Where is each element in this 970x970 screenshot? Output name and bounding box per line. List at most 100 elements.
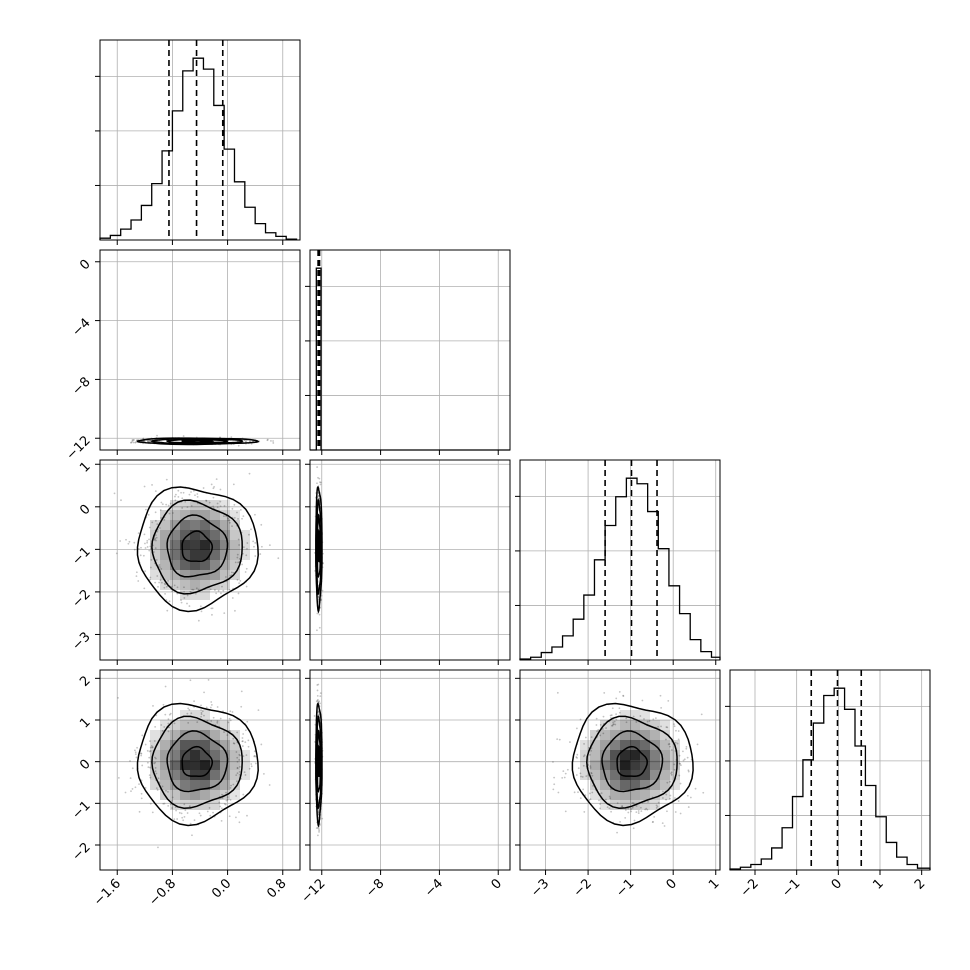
density-cell: [640, 740, 650, 750]
sample-point: [133, 438, 135, 441]
sample-point: [656, 805, 659, 808]
sample-point: [151, 746, 154, 749]
sample-point: [632, 827, 635, 830]
sample-point: [247, 745, 250, 748]
sample-point: [141, 734, 144, 737]
sample-point: [151, 484, 153, 486]
x-tick-label: −1: [779, 876, 803, 900]
sample-point: [318, 714, 320, 716]
density-cell: [190, 720, 200, 730]
density-cell: [240, 530, 250, 540]
density-cell: [580, 760, 590, 770]
density-cell: [160, 570, 170, 580]
sample-point: [666, 810, 668, 813]
sample-point: [190, 491, 192, 493]
sample-point: [140, 546, 142, 549]
sample-point: [577, 791, 579, 794]
sample-point: [113, 492, 116, 495]
contour-line: [136, 437, 260, 446]
sample-point: [257, 709, 260, 712]
sample-point: [219, 717, 222, 720]
sample-point: [154, 770, 157, 773]
sample-point: [590, 772, 593, 775]
density-cell: [640, 800, 650, 810]
sample-point: [216, 721, 219, 724]
density-cell: [200, 750, 210, 760]
y-tick-label: −3: [69, 630, 93, 654]
density-cell: [210, 800, 220, 810]
sample-point: [665, 793, 668, 796]
density-cell: [580, 750, 590, 760]
sample-point: [231, 711, 234, 713]
sample-point: [197, 619, 200, 622]
density-cell: [210, 530, 220, 540]
panel-frame: [309, 669, 511, 871]
density-cell: [170, 550, 180, 560]
y-tick-label: 1: [77, 459, 93, 475]
sample-point: [148, 549, 151, 552]
sample-point: [666, 781, 669, 784]
sample-point: [241, 563, 244, 566]
x-tick-label: 2: [912, 876, 928, 892]
sample-point: [183, 803, 186, 806]
sample-point: [632, 802, 635, 805]
sample-point: [134, 786, 137, 789]
sample-point: [186, 594, 189, 597]
sample-point: [155, 536, 158, 539]
sample-point: [183, 597, 186, 599]
density-cell: [200, 740, 210, 750]
sample-point: [199, 814, 202, 817]
sample-point: [670, 773, 673, 776]
sample-point: [608, 795, 611, 798]
density-cell: [160, 530, 170, 540]
x-tick-label: −1: [613, 876, 637, 900]
sample-point: [247, 739, 250, 742]
density-cell: [600, 790, 610, 800]
density-cell: [230, 780, 240, 790]
sample-point: [232, 483, 235, 486]
sample-point: [318, 713, 321, 716]
sample-point: [167, 504, 170, 507]
density-cell: [230, 760, 240, 770]
sample-point: [210, 701, 213, 703]
sample-point: [319, 702, 321, 705]
sample-point: [154, 519, 157, 522]
sample-point: [124, 791, 127, 794]
sample-point: [216, 506, 219, 509]
sample-point: [149, 746, 152, 749]
sample-point: [248, 767, 251, 770]
sample-point: [181, 507, 184, 509]
density-cell: [170, 790, 180, 800]
sample-point: [653, 816, 656, 818]
density-cell: [180, 720, 190, 730]
sample-point: [161, 785, 164, 788]
sample-point: [147, 766, 150, 769]
sample-point: [136, 746, 138, 749]
sample-point: [231, 507, 234, 510]
contour-line: [150, 437, 244, 445]
density-cell: [170, 580, 180, 590]
sample-point: [637, 810, 640, 812]
sample-point: [254, 762, 257, 765]
density-cell: [220, 500, 230, 510]
sample-point: [154, 767, 157, 769]
histogram-panel-1: [305, 249, 511, 455]
x-tick-label: −8: [363, 876, 387, 900]
sample-point: [599, 803, 601, 805]
sample-point: [239, 508, 242, 511]
sample-point: [207, 679, 210, 681]
sample-point: [151, 521, 154, 524]
sample-point: [242, 733, 245, 735]
density-cell: [640, 780, 650, 790]
density-cell: [200, 570, 210, 580]
scatter-panel-0-3: −1.6 −0.8 0.0 0.8 −2 −1 0 1 2: [69, 669, 301, 909]
sample-point: [662, 790, 664, 793]
density-cell: [180, 500, 190, 510]
sample-point: [212, 496, 215, 499]
sample-point: [615, 713, 618, 716]
sample-point: [154, 490, 157, 493]
density-cell: [640, 730, 650, 740]
sample-point: [317, 497, 320, 500]
sample-point: [579, 718, 582, 721]
contour-line: [586, 715, 678, 809]
